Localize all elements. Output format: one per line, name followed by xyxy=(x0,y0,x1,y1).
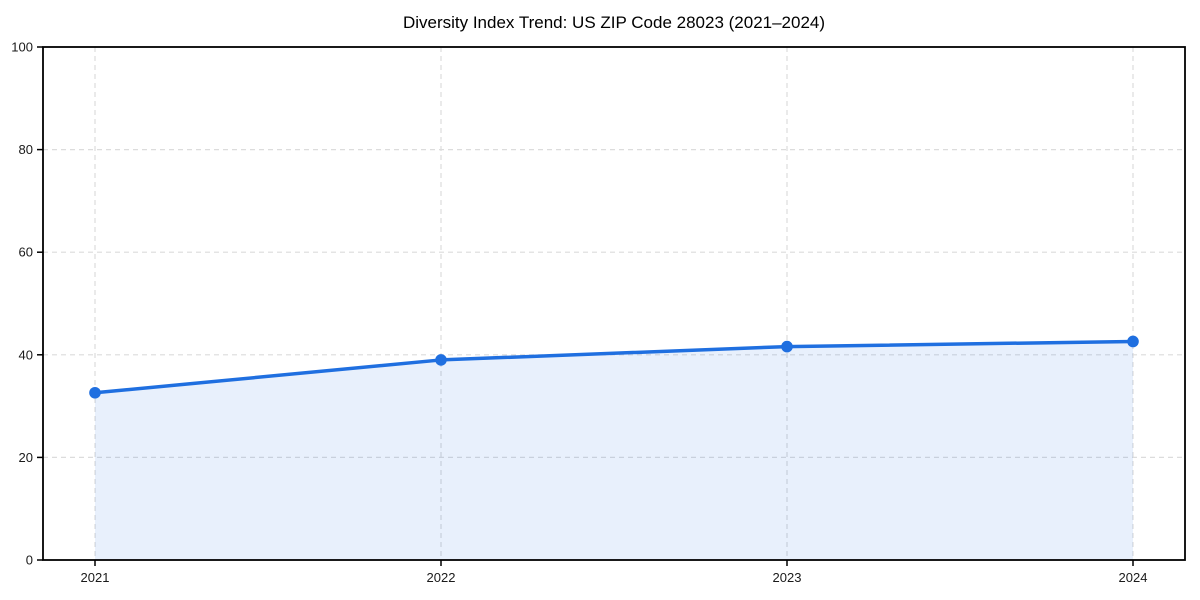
data-point-marker xyxy=(89,386,101,399)
trend-line xyxy=(93,339,1135,395)
x-tick-label: 2022 xyxy=(427,570,456,585)
plot-border xyxy=(42,46,1186,561)
axis-layer xyxy=(37,46,1186,566)
y-tick-label: 40 xyxy=(19,347,33,362)
y-tick-label: 100 xyxy=(11,40,33,55)
label-layer: 0 20 40 60 80 100 2021 2022 2023 2024 xyxy=(11,40,1147,586)
y-tick-label: 60 xyxy=(19,245,33,260)
area-fill xyxy=(95,341,1133,560)
x-tick-label: 2024 xyxy=(1119,570,1148,585)
y-tick-label: 20 xyxy=(19,450,33,465)
x-tick-label: 2021 xyxy=(81,570,110,585)
x-tick-label: 2023 xyxy=(773,570,802,585)
data-point-marker xyxy=(435,354,447,366)
y-tick-label: 80 xyxy=(19,142,33,157)
chart-title: Diversity Index Trend: US ZIP Code 28023… xyxy=(403,13,825,32)
area-layer xyxy=(95,341,1133,560)
y-tick-label: 0 xyxy=(26,553,33,568)
marker-layer xyxy=(89,335,1139,399)
data-point-marker xyxy=(1127,335,1139,348)
line-layer xyxy=(93,339,1135,395)
data-point-marker xyxy=(781,340,793,353)
